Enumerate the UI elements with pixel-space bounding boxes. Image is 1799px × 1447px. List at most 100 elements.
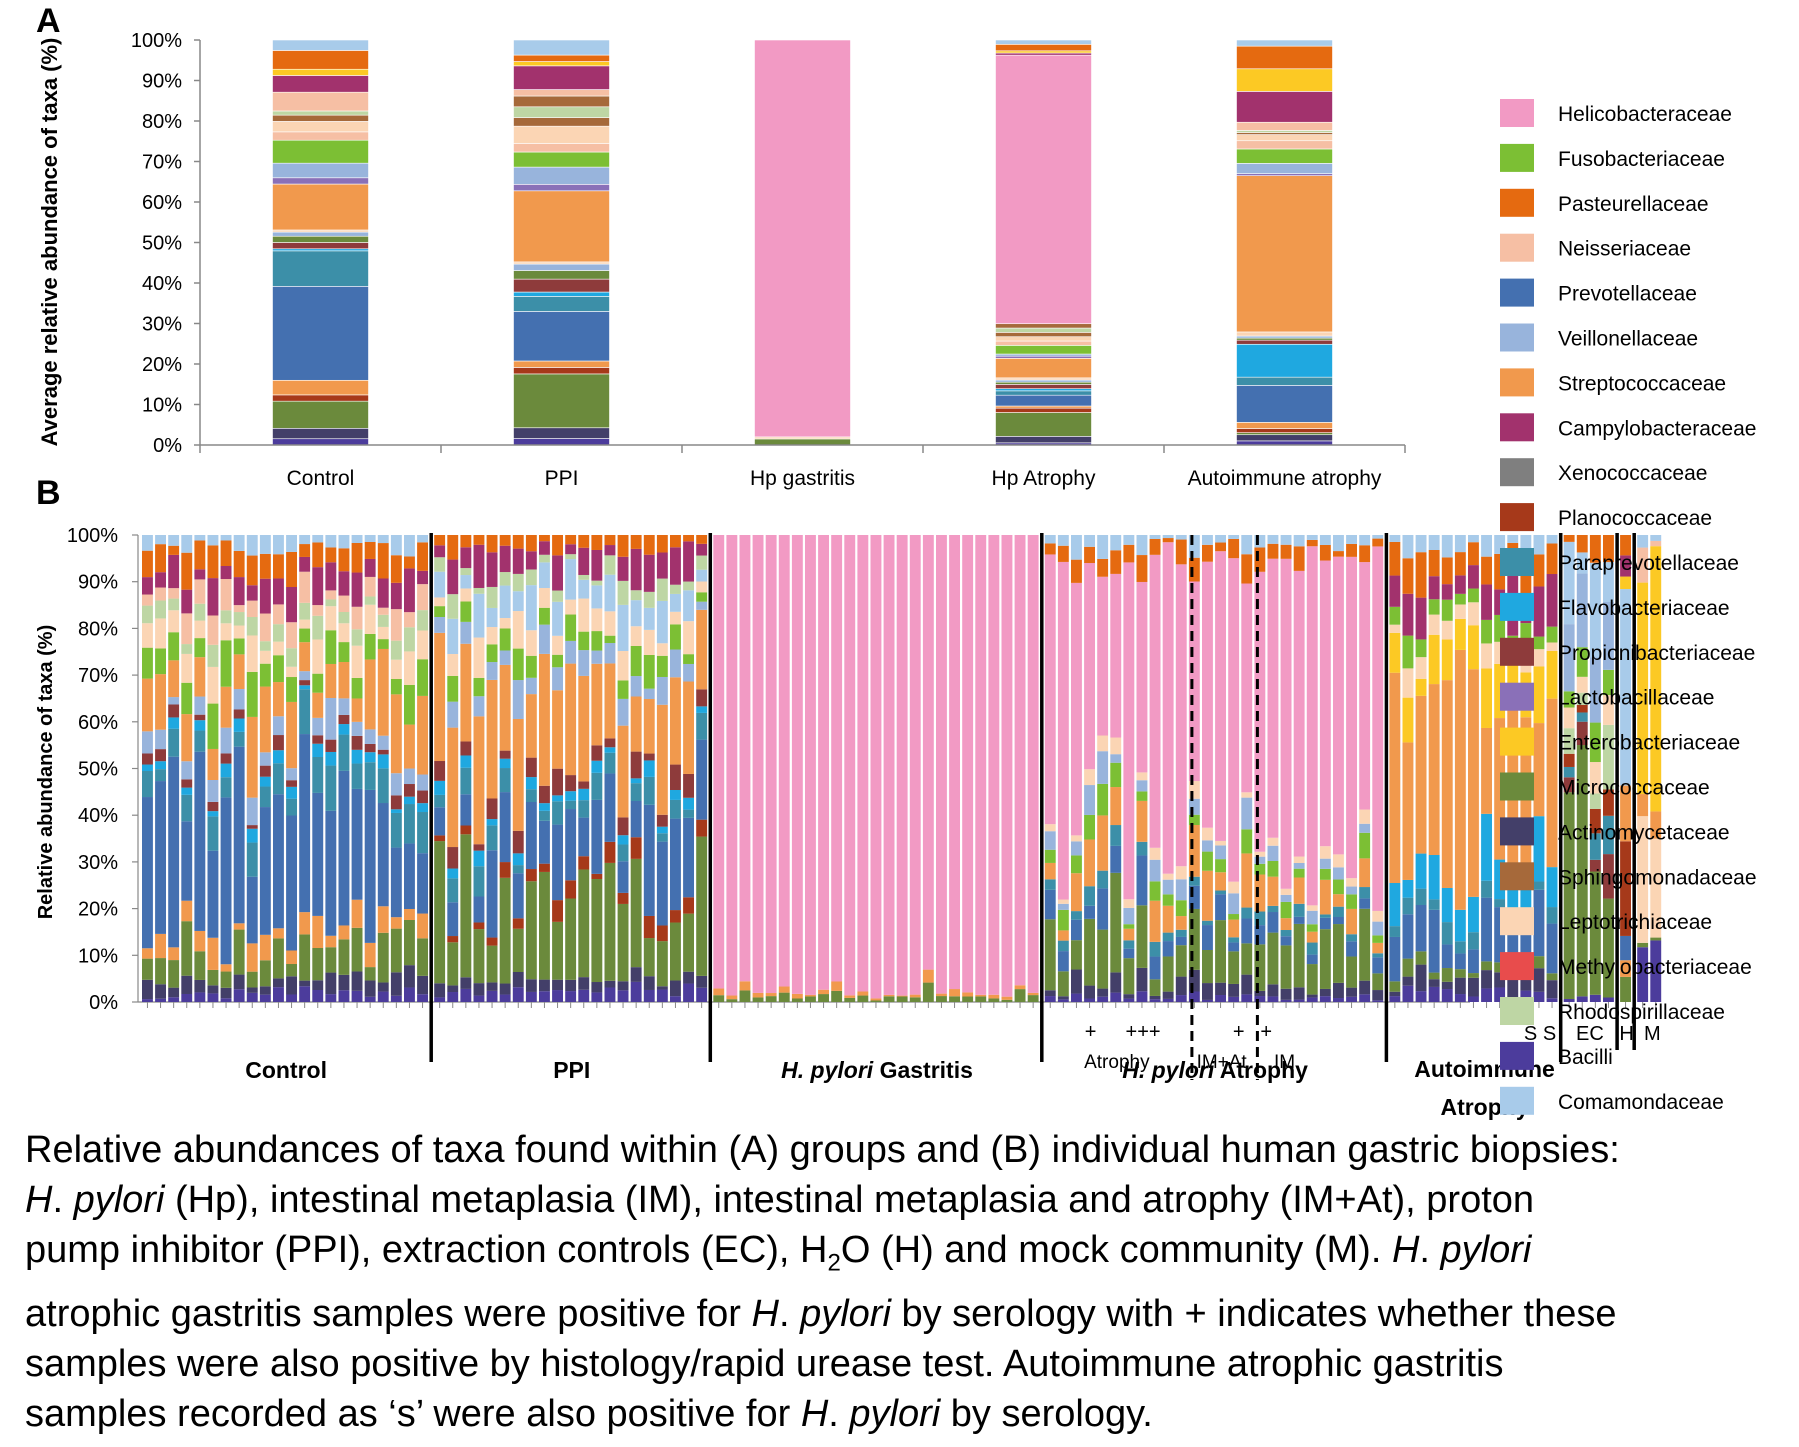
panel-b-bar-segment (643, 804, 655, 916)
panel-b-bar-segment (656, 655, 668, 677)
panel-b-bar-segment (259, 776, 271, 787)
panel-b-bar-segment (670, 584, 681, 594)
panel-b-bar-segment (1333, 906, 1344, 918)
panel-b-bar-segment (1241, 792, 1253, 798)
panel-b-bar-segment (220, 797, 232, 965)
panel-b-bar-segment (499, 650, 511, 665)
panel-b-bar-segment (1428, 979, 1440, 987)
panel-b-bar-segment (656, 600, 668, 644)
panel-b-bar-segment (591, 608, 603, 632)
panel-b-bar-segment (1372, 953, 1384, 958)
panel-a-bar-segment (995, 353, 1092, 357)
panel-b-bar-segment (1123, 940, 1135, 949)
panel-b-bar-segment (259, 663, 271, 687)
panel-b-bar-segment (1589, 722, 1601, 763)
panel-a-bar-segment (1236, 335, 1333, 339)
panel-b-bar-segment (299, 544, 311, 557)
panel-b-bar-segment (168, 610, 180, 633)
panel-b-bar-segment (273, 735, 284, 751)
legend-label: Methylobacteriaceae (1558, 956, 1752, 979)
panel-a-bar-segment (1236, 432, 1333, 436)
panel-b-bar-segment (207, 748, 219, 780)
panel-b-bar-segment (1620, 785, 1631, 842)
panel-b-bar-segment (417, 803, 428, 813)
panel-b-bar-segment (1389, 926, 1401, 937)
panel-b-bar-segment (1546, 980, 1558, 999)
panel-b-bar-segment (1097, 870, 1109, 889)
panel-b-bar-segment (259, 765, 271, 777)
panel-b-bar-segment (1372, 957, 1384, 974)
panel-b-bar-segment (1346, 894, 1357, 909)
panel-b-bar-segment (1415, 552, 1427, 598)
panel-b-bar-segment (168, 554, 180, 589)
caption-text: (Hp), intestinal metaplasia (IM), intest… (164, 1179, 1535, 1221)
panel-b-bar-segment (434, 571, 446, 598)
panel-b-bar-segment (312, 792, 324, 916)
panel-b-bar-segment (417, 853, 428, 914)
panel-b-bar-segment (591, 650, 603, 664)
panel-b-bar-segment (447, 654, 459, 676)
panel-b-bar-segment (1162, 905, 1174, 933)
legend-swatch (1500, 637, 1534, 666)
panel-a-bar-segment (995, 358, 1092, 379)
panel-b-bar-segment (1533, 666, 1545, 724)
panel-b-bar-segment (552, 667, 563, 691)
panel-b-bar-segment (1415, 597, 1427, 640)
panel-b-bar-segment (1454, 909, 1466, 942)
panel-b-bar-segment (630, 645, 642, 677)
panel-b-bar-segment (1228, 942, 1240, 952)
panel-b-bar-segment (417, 812, 428, 854)
panel-b-bar-segment (1468, 973, 1479, 978)
panel-b-bar-segment (630, 837, 642, 859)
panel-b-bar-segment (604, 841, 616, 863)
caption-italic: pylori (73, 1179, 165, 1221)
panel-b-bar-segment (604, 862, 616, 981)
panel-b-bar-segment (578, 788, 590, 801)
panel-b-bar-segment (390, 995, 402, 1002)
panel-b-bar-segment (818, 994, 829, 1002)
panel-b-bar-segment (604, 535, 616, 546)
panel-b-bar-segment (499, 618, 511, 629)
panel-a-bar-segment (513, 278, 610, 293)
panel-a-bar-segment (272, 139, 369, 164)
panel-b-bar-segment (643, 607, 655, 630)
panel-b-bar-segment (207, 816, 219, 851)
legend-label: Rhodospirillaceae (1558, 1001, 1725, 1024)
panel-b-bar-segment (1149, 999, 1161, 1002)
panel-b-bar-segment (1389, 672, 1401, 883)
panel-a-bar-segment (995, 340, 1092, 346)
panel-b-bar-segment (417, 630, 428, 660)
panel-b-bar-segment (630, 626, 642, 646)
panel-a-x-tick-label: Hp gastritis (750, 467, 855, 490)
panel-b-bar-segment (552, 654, 563, 668)
panel-b-bar-segment (1481, 643, 1492, 669)
panel-b-bar-segment (552, 900, 563, 922)
panel-b-bar-segment (473, 637, 485, 678)
panel-b-bar-segment (1402, 697, 1414, 743)
panel-b-bar-segment (1254, 856, 1266, 864)
panel-b-bar-segment (1084, 563, 1095, 770)
panel-b-bar-segment (1389, 575, 1401, 607)
panel-b-bar-segment (417, 695, 428, 775)
panel-b-bar-segment (1415, 657, 1427, 679)
panel-b-bar-segment (1589, 833, 1601, 860)
panel-b-bar-segment (1481, 880, 1492, 898)
panel-b-bar-segment (364, 633, 376, 660)
panel-b-bar-segment (447, 559, 459, 595)
panel-b-bar-segment (656, 826, 668, 834)
panel-b-bar-segment (525, 777, 537, 790)
panel-b-bar-segment (604, 738, 616, 748)
panel-b-bar-segment (434, 632, 446, 762)
panel-b-bar-segment (1494, 535, 1506, 554)
panel-b-bar-segment (325, 810, 337, 936)
panel-b-bar-segment (142, 753, 153, 765)
panel-b-bar-segment (168, 728, 180, 757)
panel-b-bar-segment (142, 948, 153, 959)
panel-b-y-tick-label: 50% (78, 759, 118, 781)
panel-b-bar-segment (364, 659, 376, 730)
panel-b-ylabel: Relative abundance of taxa (%) (35, 625, 57, 920)
panel-b-bar-segment (338, 724, 350, 735)
panel-b-bar-segment (1123, 958, 1135, 995)
panel-b-bar-segment (696, 739, 708, 820)
panel-a-bar-segment (754, 438, 851, 446)
